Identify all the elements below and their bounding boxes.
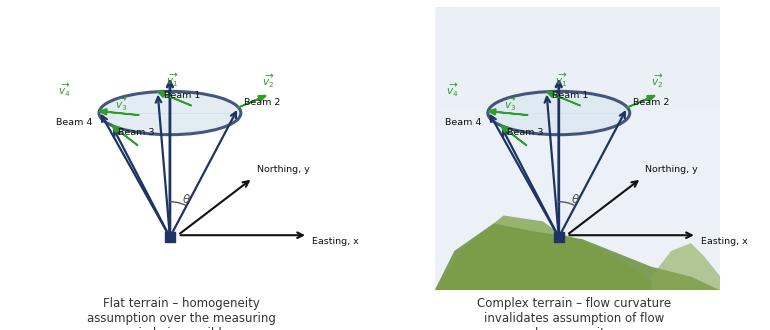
FancyArrow shape [239,96,266,108]
Ellipse shape [99,91,241,135]
Text: Beam 3: Beam 3 [118,128,154,137]
Ellipse shape [488,91,630,135]
Text: $\overrightarrow{v_4}$: $\overrightarrow{v_4}$ [447,82,459,99]
Text: $\overrightarrow{v_3}$: $\overrightarrow{v_3}$ [504,96,517,114]
Text: Complex terrain – flow curvature
invalidates assumption of flow
homogeneity: Complex terrain – flow curvature invalid… [477,297,671,330]
Text: Easting, x: Easting, x [312,237,359,246]
FancyArrow shape [500,125,527,145]
Text: $\theta$: $\theta$ [571,192,580,206]
Text: $\overrightarrow{v_1}$: $\overrightarrow{v_1}$ [555,71,567,88]
Text: Beam 3: Beam 3 [507,128,543,137]
Text: Beam 2: Beam 2 [244,98,281,108]
Text: Northing, y: Northing, y [256,165,310,174]
Text: $\theta$: $\theta$ [182,192,191,206]
Text: $\overrightarrow{v_4}$: $\overrightarrow{v_4}$ [58,82,70,99]
Polygon shape [434,223,721,290]
Text: Beam 1: Beam 1 [552,91,589,100]
Polygon shape [651,243,721,290]
Text: Northing, y: Northing, y [645,165,698,174]
Text: Flat terrain – homogeneity
assumption over the measuring
circle is sensible: Flat terrain – homogeneity assumption ov… [86,297,276,330]
Text: $\overrightarrow{v_3}$: $\overrightarrow{v_3}$ [116,96,128,114]
FancyArrow shape [99,109,139,115]
FancyArrow shape [112,125,138,145]
FancyBboxPatch shape [554,232,564,242]
Text: Beam 2: Beam 2 [633,98,670,108]
Polygon shape [434,215,651,290]
FancyArrow shape [488,109,527,115]
Text: $\overrightarrow{v_2}$: $\overrightarrow{v_2}$ [262,72,274,89]
Text: $\overrightarrow{v_1}$: $\overrightarrow{v_1}$ [166,71,179,88]
Bar [434,7,721,109]
FancyArrow shape [628,96,655,108]
FancyArrow shape [158,92,191,106]
FancyArrow shape [547,92,580,106]
Text: $\overrightarrow{v_2}$: $\overrightarrow{v_2}$ [651,72,663,89]
Text: Easting, x: Easting, x [701,237,748,246]
Text: Beam 1: Beam 1 [163,91,200,100]
Text: Beam 4: Beam 4 [56,118,92,127]
Text: Beam 4: Beam 4 [445,118,481,127]
FancyBboxPatch shape [165,232,175,242]
